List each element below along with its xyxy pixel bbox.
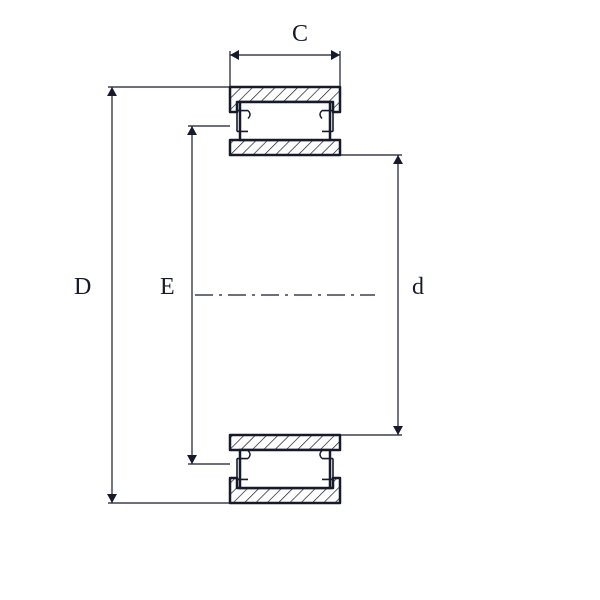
label-E: E	[160, 274, 175, 301]
label-d: d	[412, 274, 424, 301]
label-D: D	[74, 274, 91, 301]
diagram-canvas: C D E d	[0, 0, 600, 600]
label-C: C	[292, 21, 308, 48]
